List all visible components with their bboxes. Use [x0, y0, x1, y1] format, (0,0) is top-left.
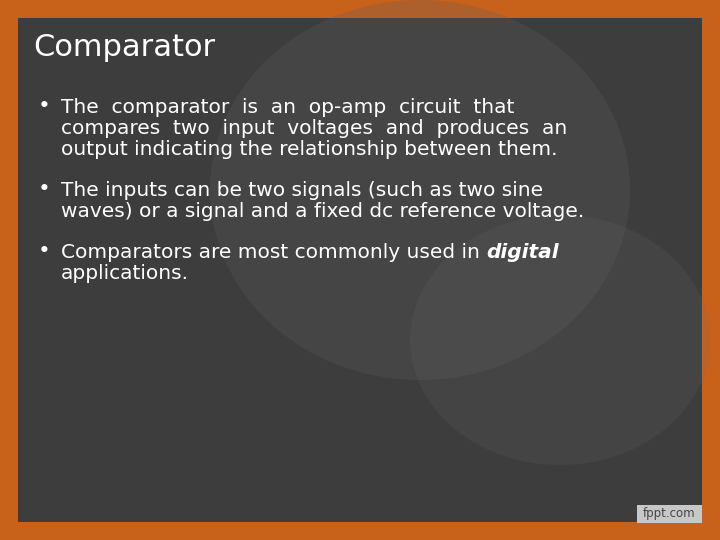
Ellipse shape — [410, 215, 710, 465]
FancyBboxPatch shape — [18, 18, 702, 522]
Text: •: • — [38, 96, 50, 116]
Text: Comparators are most commonly used in: Comparators are most commonly used in — [61, 243, 486, 262]
Text: output indicating the relationship between them.: output indicating the relationship betwe… — [61, 140, 557, 159]
Text: •: • — [38, 241, 50, 261]
Text: waves) or a signal and a fixed dc reference voltage.: waves) or a signal and a fixed dc refere… — [61, 202, 584, 221]
Text: fppt.com: fppt.com — [643, 508, 696, 521]
Text: The inputs can be two signals (such as two sine: The inputs can be two signals (such as t… — [61, 181, 543, 200]
Text: applications.: applications. — [61, 264, 189, 283]
FancyBboxPatch shape — [637, 505, 702, 523]
Ellipse shape — [210, 0, 630, 380]
Text: The  comparator  is  an  op-amp  circuit  that: The comparator is an op-amp circuit that — [61, 98, 514, 117]
Text: Comparator: Comparator — [33, 33, 215, 62]
Text: digital: digital — [486, 243, 559, 262]
Text: compares  two  input  voltages  and  produces  an: compares two input voltages and produces… — [61, 119, 567, 138]
Text: •: • — [38, 179, 50, 199]
